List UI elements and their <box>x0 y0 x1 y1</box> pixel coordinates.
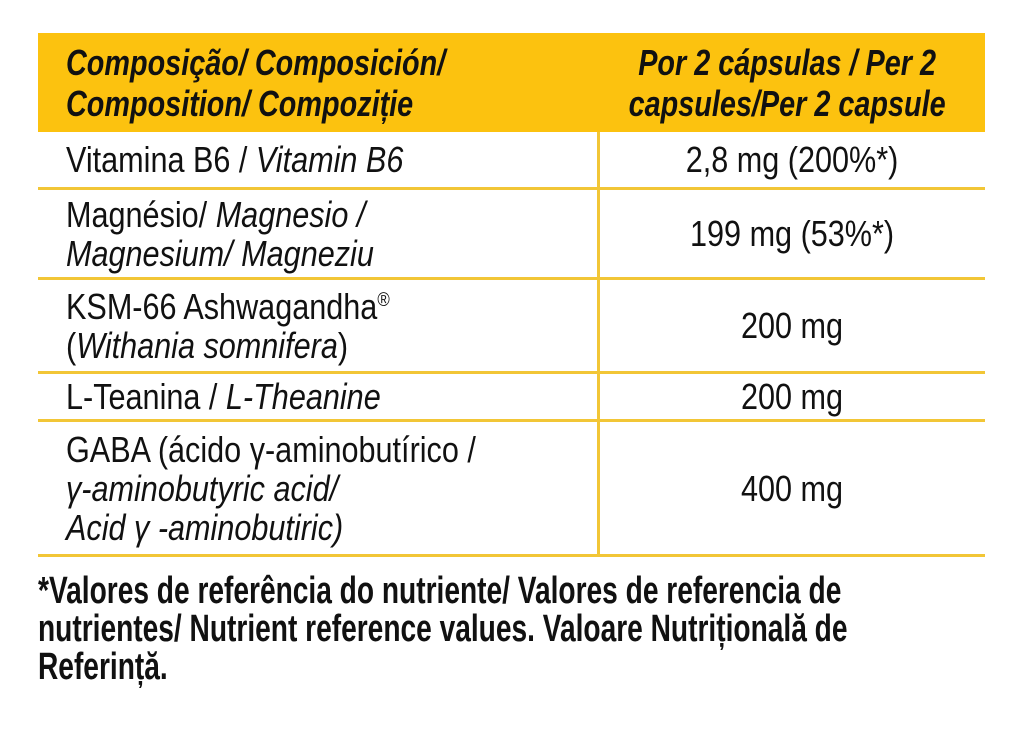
header-composition-cell: Composição/ Composición/Composition/ Com… <box>38 33 589 132</box>
text-line-1: Por 2 cápsulas / Per 2 <box>638 41 936 83</box>
text-line-1: Composição/ Composición/ <box>66 41 446 83</box>
table-row-vitamin-b6: Vitamina B6 / Vitamin B6 2,8 mg (200%*) <box>38 132 985 190</box>
text-line-2: nutrientes/ Nutrient reference values. V… <box>38 608 848 650</box>
label-segment: L-Teanina / <box>66 376 226 417</box>
ingredient-name: GABA (ácido γ-aminobutírico / γ-aminobuty… <box>38 422 597 554</box>
text-line-2: capsules/Per 2 capsule <box>628 82 946 124</box>
amount-value: 200 mg <box>741 376 844 417</box>
table-row-ksm66-ashwagandha: KSM-66 Ashwagandha® (Withania somnifera) 2… <box>38 280 985 374</box>
text-line-1: *Valores de referência do nutriente/ Val… <box>38 570 842 612</box>
ingredient-name-line: Vitamina B6 / Vitamin B6 <box>66 140 517 179</box>
nutrient-reference-footnote: *Valores de referência do nutriente/ Val… <box>38 572 1024 686</box>
label-segment: Magnesium/ Magneziu <box>66 232 374 274</box>
label-segment: Magnésio/ <box>66 193 216 235</box>
ingredient-name: Magnésio/ Magnesio / Magnesium/ Magneziu <box>38 190 597 277</box>
ingredient-name-line: γ-aminobutyric acid/ <box>66 469 517 508</box>
ingredient-name: KSM-66 Ashwagandha® (Withania somnifera) <box>38 280 597 371</box>
table-row-magnesium: Magnésio/ Magnesio / Magnesium/ Magneziu 1… <box>38 190 985 280</box>
amount-cell: 200 mg <box>597 280 985 371</box>
text-line-3: Referință. <box>38 646 168 688</box>
table-body: Vitamina B6 / Vitamin B6 2,8 mg (200%*) Ma… <box>38 132 985 557</box>
label-segment: Withania somnifera <box>76 324 338 366</box>
table-header: Composição/ Composición/Composition/ Com… <box>38 33 985 132</box>
ingredient-name-line: Magnesium/ Magneziu <box>66 234 517 273</box>
amount-value: 200 mg <box>741 305 844 346</box>
composition-table: Composição/ Composición/Composition/ Com… <box>38 33 985 557</box>
ingredient-name-line: KSM-66 Ashwagandha® <box>66 287 517 326</box>
ingredient-name-line: (Withania somnifera) <box>66 326 517 365</box>
text-line-2: Composition/ Compoziție <box>66 82 414 124</box>
amount-cell: 200 mg <box>597 374 985 419</box>
amount-cell: 199 mg (53%*) <box>597 190 985 277</box>
amount-cell: 2,8 mg (200%*) <box>597 132 985 187</box>
label-segment: ( <box>66 324 77 366</box>
ingredient-name-line: Acid γ -aminobutiric) <box>66 508 517 547</box>
ingredient-name-line: L-Teanina / L-Theanine <box>66 377 517 416</box>
label-segment: Vitamina B6 / <box>66 139 256 180</box>
table-row-l-theanine: L-Teanina / L-Theanine 200 mg <box>38 374 985 422</box>
ingredient-name: Vitamina B6 / Vitamin B6 <box>38 132 597 187</box>
label-segment: Vitamin B6 <box>255 139 404 180</box>
label-segment: GABA (ácido γ-aminobutírico / <box>66 428 476 470</box>
label-segment: γ-aminobutyric acid/ <box>66 467 339 509</box>
label-segment: L-Theanine <box>225 376 381 417</box>
registered-trademark-symbol: ® <box>377 288 390 311</box>
label-segment: Acid γ -aminobutiric) <box>66 506 344 548</box>
ingredient-name-line: Magnésio/ Magnesio / <box>66 195 517 234</box>
table-row-gaba: GABA (ácido γ-aminobutírico / γ-aminobuty… <box>38 422 985 557</box>
header-per-2-capsules-cell: Por 2 cápsulas / Per 2 capsules/Per 2 cap… <box>589 33 985 132</box>
ingredient-name-line: GABA (ácido γ-aminobutírico / <box>66 430 517 469</box>
label-segment: KSM-66 Ashwagandha <box>66 285 378 327</box>
amount-value: 2,8 mg (200%*) <box>686 139 899 180</box>
amount-value: 199 mg (53%*) <box>690 213 895 254</box>
label-segment: ) <box>337 324 349 366</box>
amount-value: 400 mg <box>741 467 844 509</box>
label-segment: Magnesio / <box>215 193 366 235</box>
ingredient-name: L-Teanina / L-Theanine <box>38 374 597 419</box>
amount-cell: 400 mg <box>597 422 985 554</box>
